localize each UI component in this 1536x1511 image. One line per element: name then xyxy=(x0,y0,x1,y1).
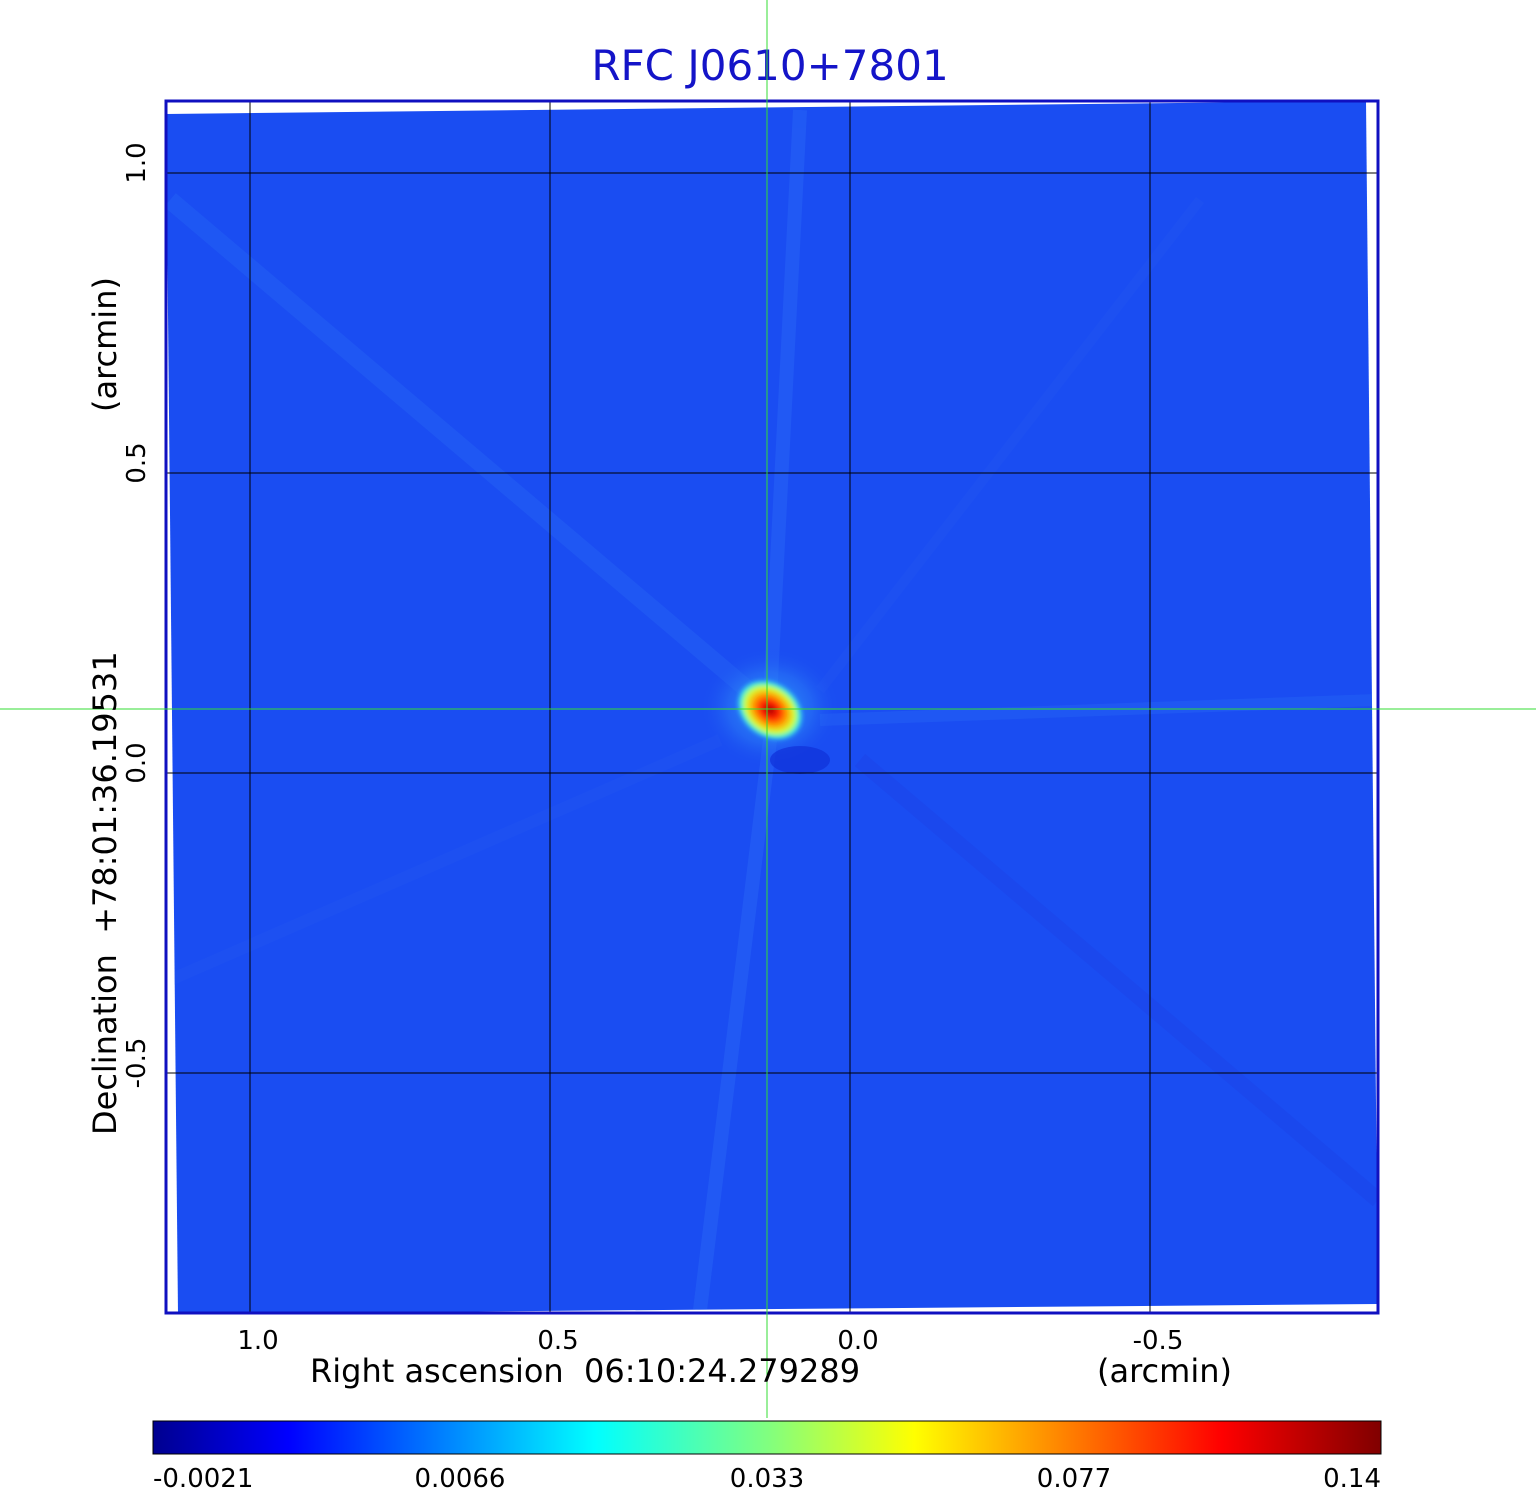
map-image xyxy=(166,101,1378,1314)
x-tick-label: 0.5 xyxy=(537,1326,578,1356)
colorbar-tick-label: 0.0066 xyxy=(415,1464,506,1494)
y-tick-label: 1.0 xyxy=(122,142,152,183)
colorbar-tick-label: -0.0021 xyxy=(153,1464,253,1494)
y-axis-label: Declination +78:01:36.19531 xyxy=(86,651,124,1135)
y-tick-labels: 1.0 0.5 0.0 -0.5 xyxy=(122,142,152,1088)
colorbar-tick-label: 0.14 xyxy=(1323,1464,1381,1494)
x-tick-label: 0.0 xyxy=(837,1326,878,1356)
crosshair xyxy=(0,0,1536,1418)
colorbar-tick-label: 0.077 xyxy=(1037,1464,1111,1494)
y-tick-label: -0.5 xyxy=(122,1038,152,1089)
source-core xyxy=(736,679,804,741)
x-tick-label: 1.0 xyxy=(237,1326,278,1356)
colorbar-tick-label: 0.033 xyxy=(730,1464,804,1494)
x-axis-unit: (arcmin) xyxy=(1097,1352,1232,1390)
map-noise xyxy=(166,109,1378,1311)
chart-title: RFC J0610+7801 xyxy=(591,41,948,90)
colorbar-labels: -0.0021 0.0066 0.033 0.077 0.14 xyxy=(153,1464,1381,1494)
colorbar xyxy=(152,1420,1382,1455)
y-tick-label: 0.5 xyxy=(122,442,152,483)
x-tick-label: -0.5 xyxy=(1133,1326,1184,1356)
plot-frame xyxy=(164,99,1380,1315)
grid xyxy=(166,101,1378,1313)
x-tick-labels: 1.0 0.5 0.0 -0.5 xyxy=(237,1326,1183,1356)
y-tick-label: 0.0 xyxy=(122,742,152,783)
x-axis-label: Right ascension 06:10:24.279289 xyxy=(310,1352,860,1390)
source-negative xyxy=(770,746,830,774)
y-axis-unit: (arcmin) xyxy=(86,277,124,412)
